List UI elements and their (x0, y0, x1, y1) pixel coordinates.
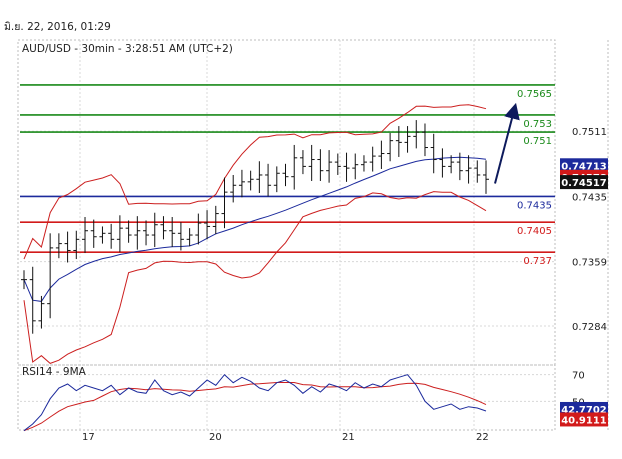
rsi-title: RSI14 - 9MA (22, 366, 87, 378)
level-label: 0.751 (523, 136, 552, 147)
rsi-tick-label: 70 (572, 371, 585, 382)
rsi-value-tag (560, 412, 608, 427)
price-panel-frame (17, 39, 556, 366)
time-tick-label: 21 (342, 432, 355, 443)
price-tick-label: 0.7284 (572, 322, 607, 333)
price-tick-label: 0.7359 (572, 258, 607, 269)
bands-layer (23, 104, 487, 364)
price-tag (560, 158, 608, 173)
price-tag (560, 175, 608, 190)
time-tick-label: 22 (476, 432, 489, 443)
price-tag-label: 0.74517 (561, 178, 607, 189)
rsi-ma-line (23, 382, 487, 432)
rsi-value-tag-label: 42.7702 (561, 405, 607, 416)
moving-average-line (23, 156, 487, 302)
level-label: 0.753 (523, 119, 552, 130)
level-label: 0.737 (523, 256, 552, 267)
rsi-line (23, 373, 487, 432)
rsi-value-tag-label: 40.9111 (561, 415, 607, 426)
candles-layer (21, 120, 489, 334)
price-tick-label: 0.7511 (572, 127, 607, 138)
projection-arrow (494, 102, 520, 184)
level-label: 0.7435 (517, 200, 552, 211)
rsi-layer (23, 373, 487, 432)
levels-layer: 0.7565 0.753 0.751 0.7435 0.7405 0.737 (20, 84, 555, 267)
price-tag-label: 0.74713 (561, 161, 607, 172)
timestamp-text: มิ.ย. 22, 2016, 01:29 (4, 21, 111, 33)
time-tick-label: 20 (209, 432, 222, 443)
price-tick-label: 0.7435 (572, 192, 607, 203)
rsi-panel-frame (17, 364, 556, 431)
chart-title: AUD/USD - 30min - 3:28:51 AM (UTC+2) (22, 43, 233, 55)
lower-band-line (23, 191, 487, 364)
grid-layer (20, 40, 555, 430)
level-label: 0.7565 (517, 89, 552, 100)
upper-band-line (23, 104, 487, 260)
time-tick-label: 17 (82, 432, 95, 443)
level-label: 0.7405 (517, 226, 552, 237)
